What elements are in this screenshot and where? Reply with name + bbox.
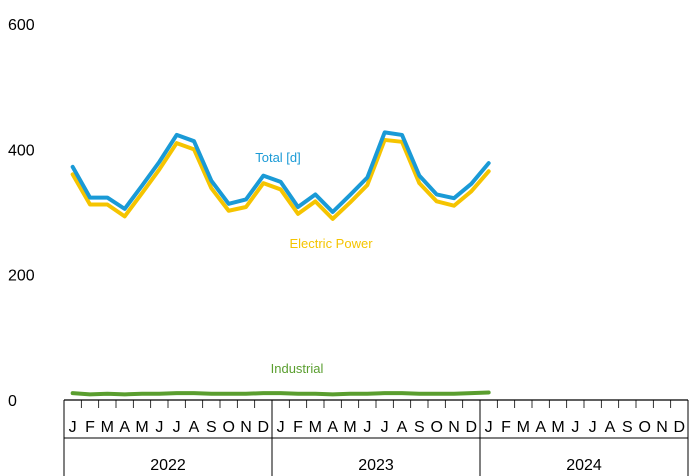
month-tick-label: A: [535, 419, 546, 436]
series-label: Total [d]: [255, 150, 301, 165]
month-tick-label: O: [222, 419, 234, 436]
month-tick-label: M: [309, 419, 322, 436]
month-tick-label: S: [414, 419, 425, 436]
month-tick-label: J: [173, 419, 181, 436]
series-line-total-d: [70, 130, 491, 214]
month-tick-label: J: [69, 419, 77, 436]
x-axis: J F M A M J J A S O N D J F M A M J J A S O N D J F M A M J J A S O N D2022…: [63, 399, 689, 476]
month-tick-label: F: [501, 419, 511, 436]
month-tick-label: D: [466, 419, 478, 436]
month-tick-label: J: [485, 419, 493, 436]
month-tick-label: M: [135, 419, 148, 436]
series-labels: Total [d] Electric Power Industrial: [255, 150, 373, 376]
month-tick-label: M: [551, 419, 564, 436]
month-tick-label: F: [293, 419, 303, 436]
y-axis-ticks: 0 200 400 600: [8, 17, 35, 410]
month-tick-label: F: [85, 419, 95, 436]
month-tick-label: J: [589, 419, 597, 436]
month-tick-label: A: [189, 419, 200, 436]
month-tick-label: J: [571, 419, 579, 436]
month-tick-label: N: [448, 419, 460, 436]
month-tick-label: J: [381, 419, 389, 436]
month-tick-label: N: [240, 419, 252, 436]
month-tick-label: A: [119, 419, 130, 436]
series-label: Industrial: [271, 361, 324, 376]
month-tick-label: A: [397, 419, 408, 436]
month-tick-label: D: [258, 419, 270, 436]
month-tick-label: A: [327, 419, 338, 436]
series-label: Electric Power: [289, 236, 373, 251]
month-tick-label: J: [363, 419, 371, 436]
month-tick-label: N: [656, 419, 668, 436]
series-lines: [70, 130, 491, 397]
month-tick-label: M: [343, 419, 356, 436]
month-tick-label: J: [155, 419, 163, 436]
month-tick-label: O: [430, 419, 442, 436]
year-label: 2022: [150, 457, 186, 474]
year-label: 2023: [358, 457, 394, 474]
month-tick-label: A: [605, 419, 616, 436]
y-tick-label: 400: [8, 142, 35, 159]
year-label: 2024: [566, 457, 602, 474]
series-line-electric-power: [70, 137, 491, 221]
y-tick-label: 600: [8, 17, 35, 34]
month-tick-label: S: [206, 419, 217, 436]
month-tick-label: M: [517, 419, 530, 436]
month-tick-label: S: [622, 419, 633, 436]
month-tick-label: O: [638, 419, 650, 436]
y-tick-label: 0: [8, 393, 17, 410]
series-line-industrial: [70, 390, 491, 397]
y-tick-label: 200: [8, 268, 35, 285]
month-tick-label: D: [674, 419, 686, 436]
month-tick-label: M: [101, 419, 114, 436]
month-tick-label: J: [277, 419, 285, 436]
